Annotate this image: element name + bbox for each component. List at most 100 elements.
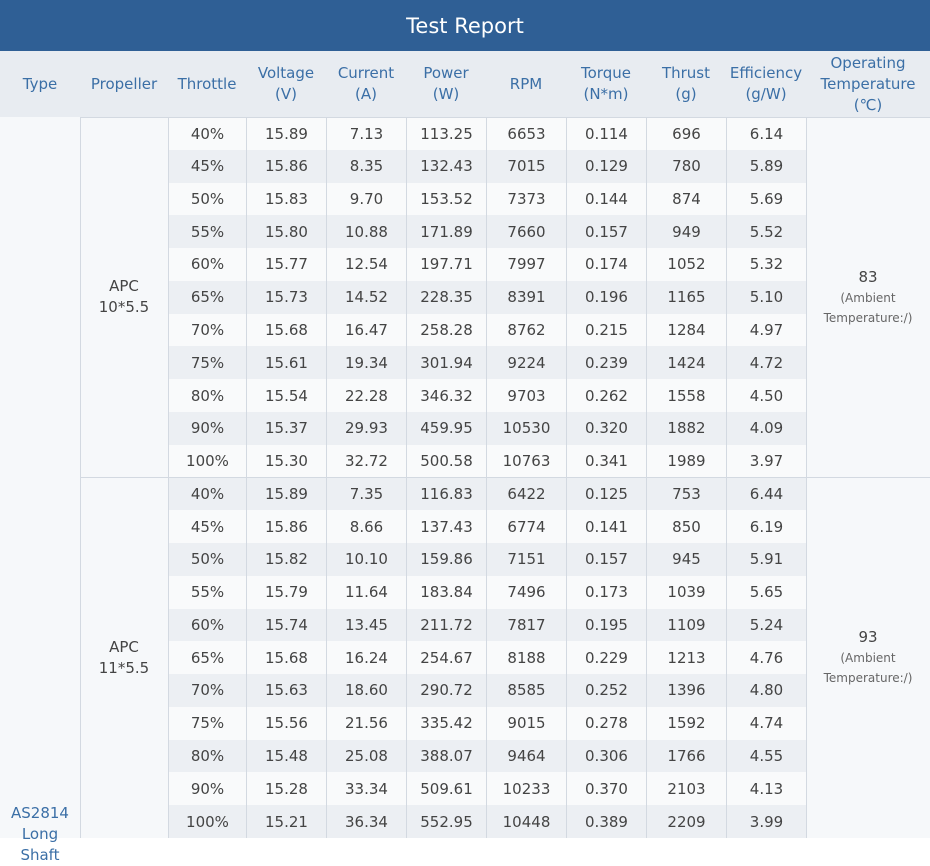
table-cell: 0.239 (566, 346, 646, 380)
table-cell: 0.144 (566, 182, 646, 216)
table-cell: 22.28 (326, 379, 406, 412)
table-cell: 0.157 (566, 215, 646, 249)
table-cell: 70% (168, 313, 246, 347)
table-cell: 4.80 (726, 674, 806, 707)
table-cell: 7151 (486, 543, 566, 576)
table-cell: 7015 (486, 149, 566, 183)
table-cell: 15.21 (246, 805, 326, 838)
table-cell: 1213 (646, 641, 726, 675)
table-cell: 15.74 (246, 608, 326, 642)
table-cell: 0.278 (566, 706, 646, 740)
column-header: Type (0, 51, 80, 117)
table-cell: 5.69 (726, 182, 806, 216)
table-cell: 9015 (486, 706, 566, 740)
table-cell: 388.07 (406, 739, 486, 773)
table-cell: 15.89 (246, 477, 326, 511)
header-line: Operating (830, 53, 906, 72)
table-cell: 11.64 (326, 575, 406, 609)
table-cell: 8391 (486, 280, 566, 314)
table-cell: 8762 (486, 313, 566, 347)
table-cell: 0.114 (566, 117, 646, 150)
table-cell: 15.28 (246, 772, 326, 806)
propeller-line: 10*5.5 (98, 298, 150, 317)
table-cell: 7817 (486, 608, 566, 642)
table-cell: 696 (646, 117, 726, 150)
header-line: RPM (509, 74, 543, 93)
type: AS2814 Long Shaft (0, 803, 80, 864)
table-cell: 5.91 (726, 543, 806, 576)
table-cell: 509.61 (406, 772, 486, 806)
table-cell: 0.195 (566, 608, 646, 642)
table-cell: 0.306 (566, 739, 646, 773)
table-cell: 65% (168, 641, 246, 675)
table-cell: 9464 (486, 739, 566, 773)
table-cell: 5.24 (726, 608, 806, 642)
table-cell: 0.389 (566, 805, 646, 838)
table-cell: 0.252 (566, 674, 646, 707)
table-cell: 15.77 (246, 248, 326, 281)
table-cell: 100% (168, 444, 246, 478)
table-cell: 15.61 (246, 346, 326, 380)
header-line: (V) (275, 85, 297, 103)
table-cell: 153.52 (406, 182, 486, 216)
table-cell: 7373 (486, 182, 566, 216)
table-cell: 18.60 (326, 674, 406, 707)
table-cell: 16.47 (326, 313, 406, 347)
table-cell: 9703 (486, 379, 566, 412)
table-cell: 0.125 (566, 477, 646, 511)
table-cell: 75% (168, 346, 246, 380)
table-cell: 0.262 (566, 379, 646, 412)
table-cell: 15.56 (246, 706, 326, 740)
table-cell: 15.89 (246, 117, 326, 150)
table-cell: 1109 (646, 608, 726, 642)
table-cell: 90% (168, 411, 246, 445)
table-cell: 1396 (646, 674, 726, 707)
table-cell: 132.43 (406, 149, 486, 183)
table-cell: 55% (168, 575, 246, 609)
table-cell: 36.34 (326, 805, 406, 838)
report-title: Test Report (0, 0, 930, 51)
header-line: (A) (355, 85, 377, 103)
table-cell: 33.34 (326, 772, 406, 806)
table-cell: 4.50 (726, 379, 806, 412)
table-cell: 0.174 (566, 248, 646, 281)
table-cell: 15.86 (246, 149, 326, 183)
table-cell: 6.14 (726, 117, 806, 150)
table-cell: 0.173 (566, 575, 646, 609)
header-line: (g/W) (745, 85, 787, 103)
propeller-cell (80, 477, 168, 838)
header-line: Voltage (257, 64, 315, 82)
propeller: APC 10*5.5 (80, 117, 168, 477)
type-line: Long Shaft (20, 825, 60, 864)
temperature-note: (Ambient (840, 290, 896, 305)
table-cell: 13.45 (326, 608, 406, 642)
column-header: Torque (N*m) (566, 51, 646, 117)
table-cell: 1592 (646, 706, 726, 740)
table-cell: 15.73 (246, 280, 326, 314)
header-line: Thrust (661, 64, 711, 82)
table-cell: 0.341 (566, 444, 646, 478)
table-cell: 5.52 (726, 215, 806, 249)
propeller-line: APC (109, 637, 139, 656)
column-header: Operating Temperature (℃) (806, 51, 930, 117)
type-line: AS2814 (11, 804, 69, 822)
table-cell: 7997 (486, 248, 566, 281)
table-cell: 113.25 (406, 117, 486, 150)
table-cell: 4.13 (726, 772, 806, 806)
column-header: Power (W) (406, 51, 486, 117)
table-cell: 9.70 (326, 182, 406, 216)
table-cell: 949 (646, 215, 726, 249)
type-column (0, 117, 80, 838)
table-cell: 5.65 (726, 575, 806, 609)
table-cell: 874 (646, 182, 726, 216)
table-cell: 29.93 (326, 411, 406, 445)
table-cell: 552.95 (406, 805, 486, 838)
header-line: Power (423, 64, 469, 82)
table-cell: 0.129 (566, 149, 646, 183)
table-cell: 945 (646, 543, 726, 576)
temperature: 93 (Ambient Temperature:/) (806, 477, 930, 837)
header-line: Efficiency (729, 64, 803, 82)
table-cell: 6774 (486, 510, 566, 543)
table-cell: 346.32 (406, 379, 486, 412)
table-cell: 80% (168, 739, 246, 773)
